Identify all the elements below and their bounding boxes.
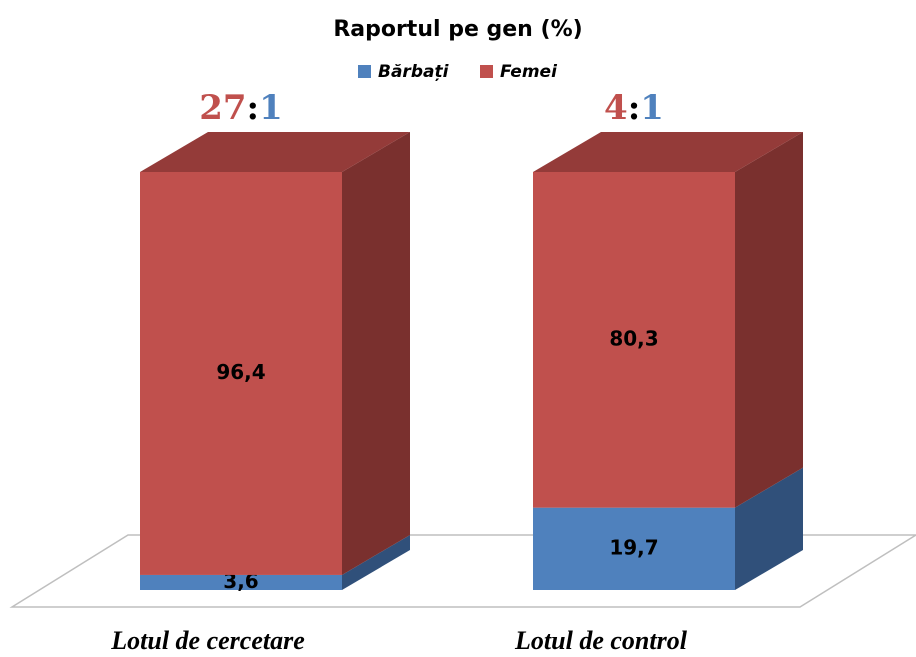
x-tick-label: Lotul de cercetare bbox=[110, 626, 305, 655]
bar-segment bbox=[533, 132, 803, 508]
ratio-annotation: 27:1 bbox=[199, 88, 283, 128]
legend-swatch bbox=[480, 65, 493, 78]
ratio-left: 4 bbox=[604, 88, 628, 128]
bar-segment bbox=[533, 467, 803, 590]
x-tick-label: Lotul de control bbox=[514, 626, 688, 655]
ratio-annotation: 4:1 bbox=[604, 88, 664, 128]
chart-title: Raportul pe gen (%) bbox=[333, 17, 582, 42]
ratio-left: 27 bbox=[199, 88, 246, 128]
bar-side bbox=[735, 467, 803, 590]
legend-swatch bbox=[358, 65, 371, 78]
bar-top bbox=[140, 132, 410, 172]
ratio-sep: : bbox=[247, 88, 260, 128]
ratio-right: 1 bbox=[259, 88, 283, 128]
bar-top bbox=[533, 132, 803, 172]
legend-label: Femei bbox=[500, 62, 558, 82]
data-label: 19,7 bbox=[609, 535, 658, 559]
data-label: 80,3 bbox=[609, 326, 658, 350]
bar-segment bbox=[140, 132, 410, 575]
bar-side bbox=[735, 132, 803, 508]
bar-front bbox=[140, 172, 342, 575]
bar-side bbox=[342, 132, 410, 575]
data-label: 96,4 bbox=[216, 360, 265, 384]
bar-front bbox=[140, 574, 342, 590]
bar-front bbox=[533, 507, 735, 590]
legend-label: Bărbați bbox=[378, 62, 450, 82]
bar-segment bbox=[140, 534, 410, 590]
bar-front bbox=[533, 172, 735, 508]
bar-side bbox=[342, 534, 410, 590]
ratio-right: 1 bbox=[640, 88, 664, 128]
ratio-sep: : bbox=[628, 88, 641, 128]
